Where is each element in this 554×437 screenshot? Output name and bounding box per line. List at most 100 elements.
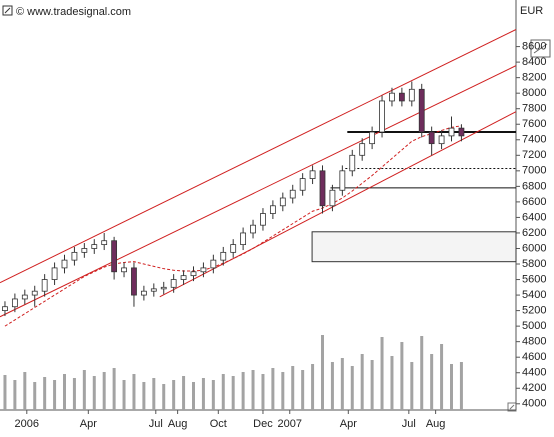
candle-body <box>101 240 108 246</box>
y-tick-label: 5200 <box>522 305 546 317</box>
volume-bar <box>132 374 136 410</box>
volume-bar <box>271 368 275 410</box>
volume-bar <box>33 382 37 410</box>
x-tick-label: 2006 <box>15 418 39 430</box>
candle-body <box>260 213 266 226</box>
x-tick-label: 2007 <box>278 418 302 430</box>
candle-body <box>91 244 98 249</box>
candle-body <box>220 251 227 261</box>
volume-bar <box>112 368 116 410</box>
y-tick-label: 6600 <box>522 196 546 208</box>
y-tick-label: 8000 <box>522 87 546 99</box>
candle-body <box>359 143 366 156</box>
x-tick-label: Aug <box>168 418 188 430</box>
x-tick-label: Jul <box>402 418 416 430</box>
candle-body <box>408 88 415 102</box>
volume-bar <box>63 374 66 410</box>
candle-body <box>31 290 38 296</box>
volume-bar <box>221 374 225 410</box>
candle-body <box>309 170 316 179</box>
candle-body <box>111 240 118 273</box>
candle-body <box>210 259 217 269</box>
volume-bar <box>281 372 285 410</box>
volume-bar <box>172 380 176 410</box>
y-tick-label: 8400 <box>522 56 546 68</box>
volume-bar <box>340 358 344 410</box>
candle-body <box>349 154 356 172</box>
candle-body <box>458 127 465 137</box>
volume-bar <box>370 360 374 410</box>
candle-body <box>140 290 147 296</box>
candle-body <box>61 259 68 269</box>
volume-bar <box>330 362 334 410</box>
y-tick-label: 6800 <box>522 180 546 192</box>
candle-body <box>41 279 48 292</box>
volume-bar <box>380 337 384 410</box>
zone <box>311 231 517 263</box>
volume-bar <box>23 372 27 410</box>
candle-body <box>160 286 167 290</box>
volume-bar <box>390 356 394 410</box>
y-tick-label: 7000 <box>522 165 546 177</box>
volume-bar <box>82 370 86 410</box>
x-tick-label: Dec <box>253 418 273 430</box>
volume-bar <box>53 380 57 410</box>
candle-body <box>289 189 296 199</box>
candle-body <box>269 205 276 214</box>
y-tick-label: 7200 <box>522 149 546 161</box>
x-tick-label: Jul <box>149 418 163 430</box>
y-tick-label: 7800 <box>522 103 546 115</box>
candle-body <box>121 267 127 273</box>
candle-body <box>250 224 256 234</box>
candle-body <box>319 170 326 207</box>
y-tick-label: 6200 <box>522 227 546 239</box>
y-tick-label: 6400 <box>522 211 546 223</box>
zoom-icon[interactable] <box>530 39 551 58</box>
candle-body <box>240 232 247 246</box>
candle-body <box>438 135 445 145</box>
volume-bar <box>261 374 265 410</box>
volume-bar <box>211 380 215 410</box>
volume-bar <box>430 354 434 410</box>
source: © www.tradesignal.com <box>16 6 131 18</box>
volume-bar <box>241 372 245 410</box>
volume-bar <box>192 382 195 410</box>
x-tick-label: Oct <box>210 418 227 430</box>
trendline <box>159 111 517 298</box>
volume-bar <box>410 362 414 410</box>
candle-body <box>279 197 286 207</box>
volume-bar <box>122 380 126 410</box>
candle-body <box>81 248 88 253</box>
x-tick-label: Aug <box>426 418 446 430</box>
volume-bar <box>152 378 156 410</box>
candle-body <box>428 131 435 145</box>
volume-bar <box>440 344 444 410</box>
candle-body <box>150 288 157 292</box>
volume-bar <box>459 362 463 410</box>
candle-body <box>180 275 187 280</box>
candle-body <box>51 267 58 280</box>
source-icon <box>2 5 13 16</box>
y-axis-label: EUR <box>520 5 543 17</box>
y-tick-label: 8200 <box>522 72 546 84</box>
volume-bar <box>92 376 96 410</box>
y-tick-label: 4600 <box>522 351 546 363</box>
volume-bar <box>301 370 305 410</box>
y-tick-label: 6000 <box>522 242 546 254</box>
volume-bar <box>162 384 166 410</box>
volume-bar <box>182 376 186 410</box>
candle-body <box>339 170 346 191</box>
candle-body <box>379 100 385 133</box>
volume-bar <box>13 380 17 410</box>
y-tick-label: 5000 <box>522 320 546 332</box>
volume-bar <box>251 370 255 410</box>
candle-body <box>2 306 8 312</box>
candle-body <box>71 251 78 261</box>
candle-body <box>299 178 306 191</box>
candle-body <box>418 88 425 133</box>
volume-bar <box>142 382 146 410</box>
y-tick-label: 4800 <box>522 336 546 348</box>
x-tick-label: Apr <box>340 418 357 430</box>
volume-bar <box>102 372 106 410</box>
y-tick-label: 8600 <box>522 40 546 52</box>
